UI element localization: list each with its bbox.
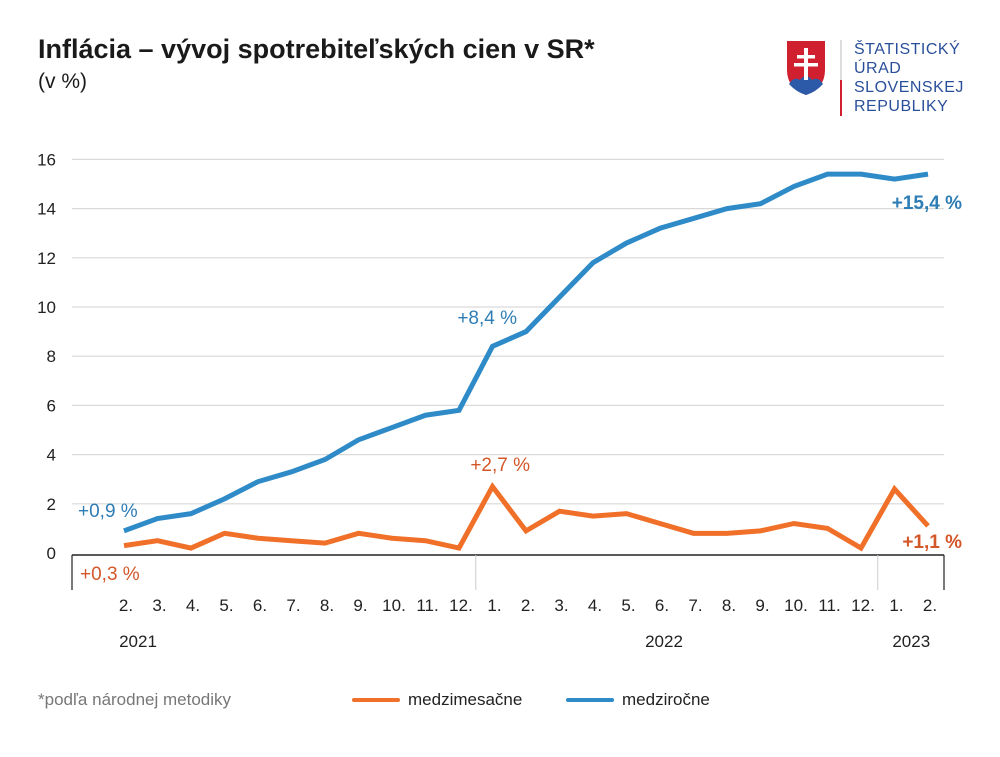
logo-line: ŠTATISTICKÝ xyxy=(854,41,961,58)
x-tick-label: 5. xyxy=(219,596,233,615)
legend-swatch xyxy=(566,698,614,702)
logo-line: ÚRAD xyxy=(854,60,902,77)
legend-label: medzimesačne xyxy=(408,690,523,709)
y-tick-label: 12 xyxy=(37,249,56,268)
y-tick-label: 6 xyxy=(47,396,56,415)
year-label: 2022 xyxy=(645,632,683,651)
data-label: +2,7 % xyxy=(470,455,530,476)
x-tick-label: 2. xyxy=(119,596,133,615)
legend-item-medzimesacne: medzimesačne xyxy=(352,690,522,710)
x-tick-label: 7. xyxy=(286,596,300,615)
statistical-office-logo: ŠTATISTICKÝ ÚRAD SLOVENSKEJ REPUBLIKY xyxy=(786,40,976,120)
legend-label: medziročne xyxy=(622,690,710,709)
series-line-medzimesacne xyxy=(123,481,930,552)
x-tick-label: 8. xyxy=(722,596,736,615)
x-tick-label: 6. xyxy=(253,596,267,615)
y-tick-label: 2 xyxy=(47,495,56,514)
series-line-medzirocne xyxy=(123,171,929,534)
x-tick-label: 3. xyxy=(152,596,166,615)
data-label: +8,4 % xyxy=(457,308,517,329)
logo-text: ŠTATISTICKÝ ÚRAD SLOVENSKEJ REPUBLIKY xyxy=(854,40,964,116)
x-tick-label: 12. xyxy=(851,596,875,615)
x-tick-label: 4. xyxy=(588,596,602,615)
x-tick-label: 6. xyxy=(655,596,669,615)
y-tick-label: 4 xyxy=(47,446,56,465)
x-tick-label: 1. xyxy=(889,596,903,615)
y-tick-label: 0 xyxy=(47,544,56,563)
logo-line: REPUBLIKY xyxy=(854,98,949,115)
data-label: +15,4 % xyxy=(892,193,962,214)
chart-subtitle: (v %) xyxy=(38,70,87,93)
chart-title: Inflácia – vývoj spotrebiteľských cien v… xyxy=(38,34,595,64)
x-tick-label: 7. xyxy=(688,596,702,615)
x-tick-label: 8. xyxy=(320,596,334,615)
x-tick-label: 10. xyxy=(382,596,406,615)
y-tick-label: 16 xyxy=(37,150,56,169)
logo-line: SLOVENSKEJ xyxy=(854,79,964,96)
x-tick-label: 2. xyxy=(923,596,937,615)
year-label: 2023 xyxy=(892,632,930,651)
y-tick-label: 14 xyxy=(37,200,56,219)
legend-swatch xyxy=(352,698,400,702)
year-label: 2021 xyxy=(119,632,157,651)
x-tick-label: 11. xyxy=(818,596,840,615)
x-tick-label: 4. xyxy=(186,596,200,615)
x-tick-label: 3. xyxy=(554,596,568,615)
data-label: +1,1 % xyxy=(902,532,962,553)
x-tick-label: 11. xyxy=(416,596,438,615)
x-tick-label: 9. xyxy=(353,596,367,615)
x-tick-label: 10. xyxy=(784,596,808,615)
slovak-coat-of-arms-icon xyxy=(787,41,825,95)
x-tick-label: 12. xyxy=(449,596,473,615)
y-tick-label: 8 xyxy=(47,347,56,366)
data-label: +0,9 % xyxy=(78,501,138,522)
y-tick-label: 10 xyxy=(37,298,56,317)
x-tick-label: 9. xyxy=(755,596,769,615)
data-label: +0,3 % xyxy=(80,564,140,585)
x-tick-label: 5. xyxy=(621,596,635,615)
x-tick-label: 1. xyxy=(487,596,501,615)
x-tick-label: 2. xyxy=(521,596,535,615)
footnote: *podľa národnej metodiky xyxy=(38,690,232,709)
legend-item-medzirocne: medziročne xyxy=(566,690,710,710)
